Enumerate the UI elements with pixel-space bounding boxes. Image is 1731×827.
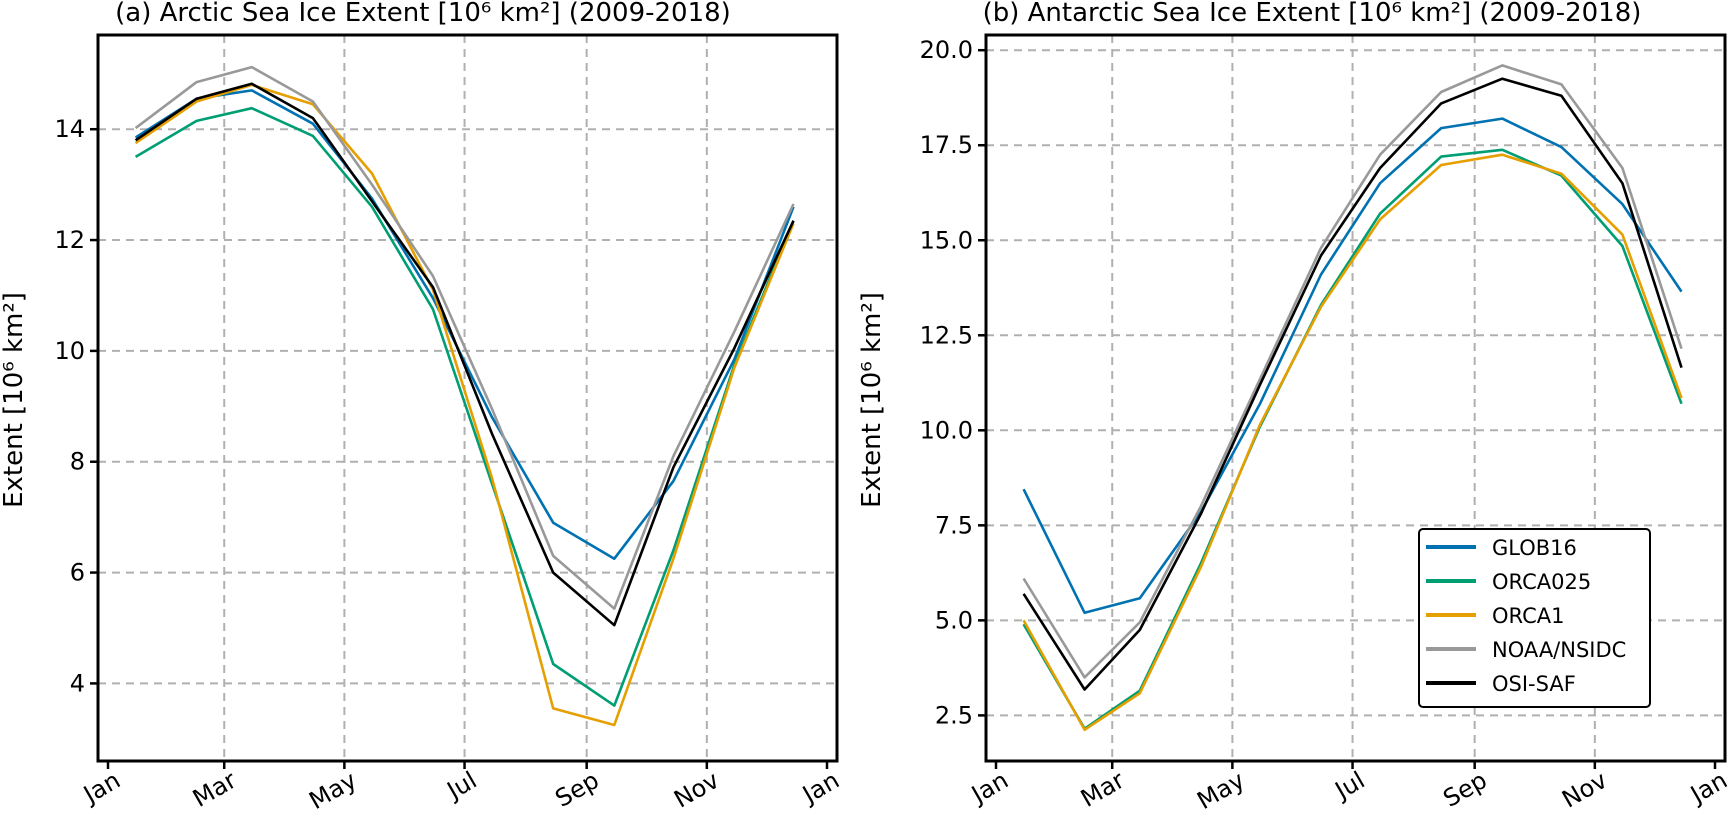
arctic-y-tick-label: 6 [70,559,85,587]
arctic-plot-frame [96,33,839,763]
antarctic-x-tick-label: Nov [1557,766,1612,814]
arctic-x-tick-label: Mar [188,766,241,813]
legend-label-glob16: GLOB16 [1492,536,1577,560]
legend-label-orca1: ORCA1 [1492,604,1564,628]
antarctic-plot-frame [984,33,1727,763]
antarctic-y-tick-label: 20.0 [920,36,973,64]
antarctic-series-osi-saf [1022,77,1683,691]
antarctic-x-tick-label: Mar [1076,766,1129,813]
legend-label-osi-saf: OSI-SAF [1492,672,1576,696]
arctic-x-tick-label: Jan [77,766,125,810]
antarctic-x-tick-label: May [1192,766,1249,815]
antarctic-x-tick-label: Jan [1684,766,1731,810]
arctic-y-tick-label: 4 [70,669,85,697]
antarctic-y-tick-label: 17.5 [920,131,973,159]
arctic-y-tick-label: 12 [54,226,85,254]
legend: GLOB16 ORCA025 ORCA1 NOAA/NSIDC OSI-SAF [1418,528,1651,708]
arctic-series-orca1 [134,83,795,727]
arctic-chart-title: (a) Arctic Sea Ice Extent [10⁶ km²] (200… [115,0,731,28]
antarctic-series-glob16 [1022,117,1683,615]
antarctic-y-tick-label: 12.5 [920,321,973,349]
legend-label-orca025: ORCA025 [1492,570,1591,594]
arctic-series-orca025 [134,106,795,707]
antarctic-y-tick-label: 10.0 [920,416,973,444]
antarctic-series-orca025 [1022,148,1683,731]
arctic-y-tick-label: 8 [70,448,85,476]
antarctic-y-axis-label: Extent [10⁶ km²] [857,292,887,508]
arctic-x-tick-label: Jul [441,766,482,806]
antarctic-x-tick-label: Jul [1329,766,1370,806]
arctic-x-tick-label: May [304,766,361,815]
antarctic-series-noaa-nsidc [1022,64,1683,679]
legend-label-noaa-nsidc: NOAA/NSIDC [1492,638,1626,662]
arctic-y-tick-label: 14 [54,115,85,143]
arctic-x-tick-label: Sep [551,766,604,813]
arctic-series-noaa-nsidc [134,65,795,610]
arctic-y-tick-label: 10 [54,337,85,365]
antarctic-series-orca1 [1022,153,1683,732]
antarctic-y-tick-label: 5.0 [935,606,973,634]
arctic-series-osi-saf [134,82,795,627]
arctic-x-tick-label: Nov [669,766,724,814]
antarctic-y-tick-label: 2.5 [935,701,973,729]
antarctic-x-tick-label: Jan [965,766,1013,810]
antarctic-x-tick-label: Sep [1439,766,1492,813]
arctic-y-axis-label: Extent [10⁶ km²] [0,292,29,508]
arctic-x-tick-label: Jan [796,766,844,810]
legend-box [1418,528,1651,708]
arctic-panel: (a) Arctic Sea Ice Extent [10⁶ km²] (200… [0,0,844,815]
antarctic-chart-title: (b) Antarctic Sea Ice Extent [10⁶ km²] (… [983,0,1642,28]
antarctic-panel: (b) Antarctic Sea Ice Extent [10⁶ km²] (… [857,0,1731,815]
antarctic-y-tick-label: 7.5 [935,511,973,539]
antarctic-y-tick-label: 15.0 [920,226,973,254]
